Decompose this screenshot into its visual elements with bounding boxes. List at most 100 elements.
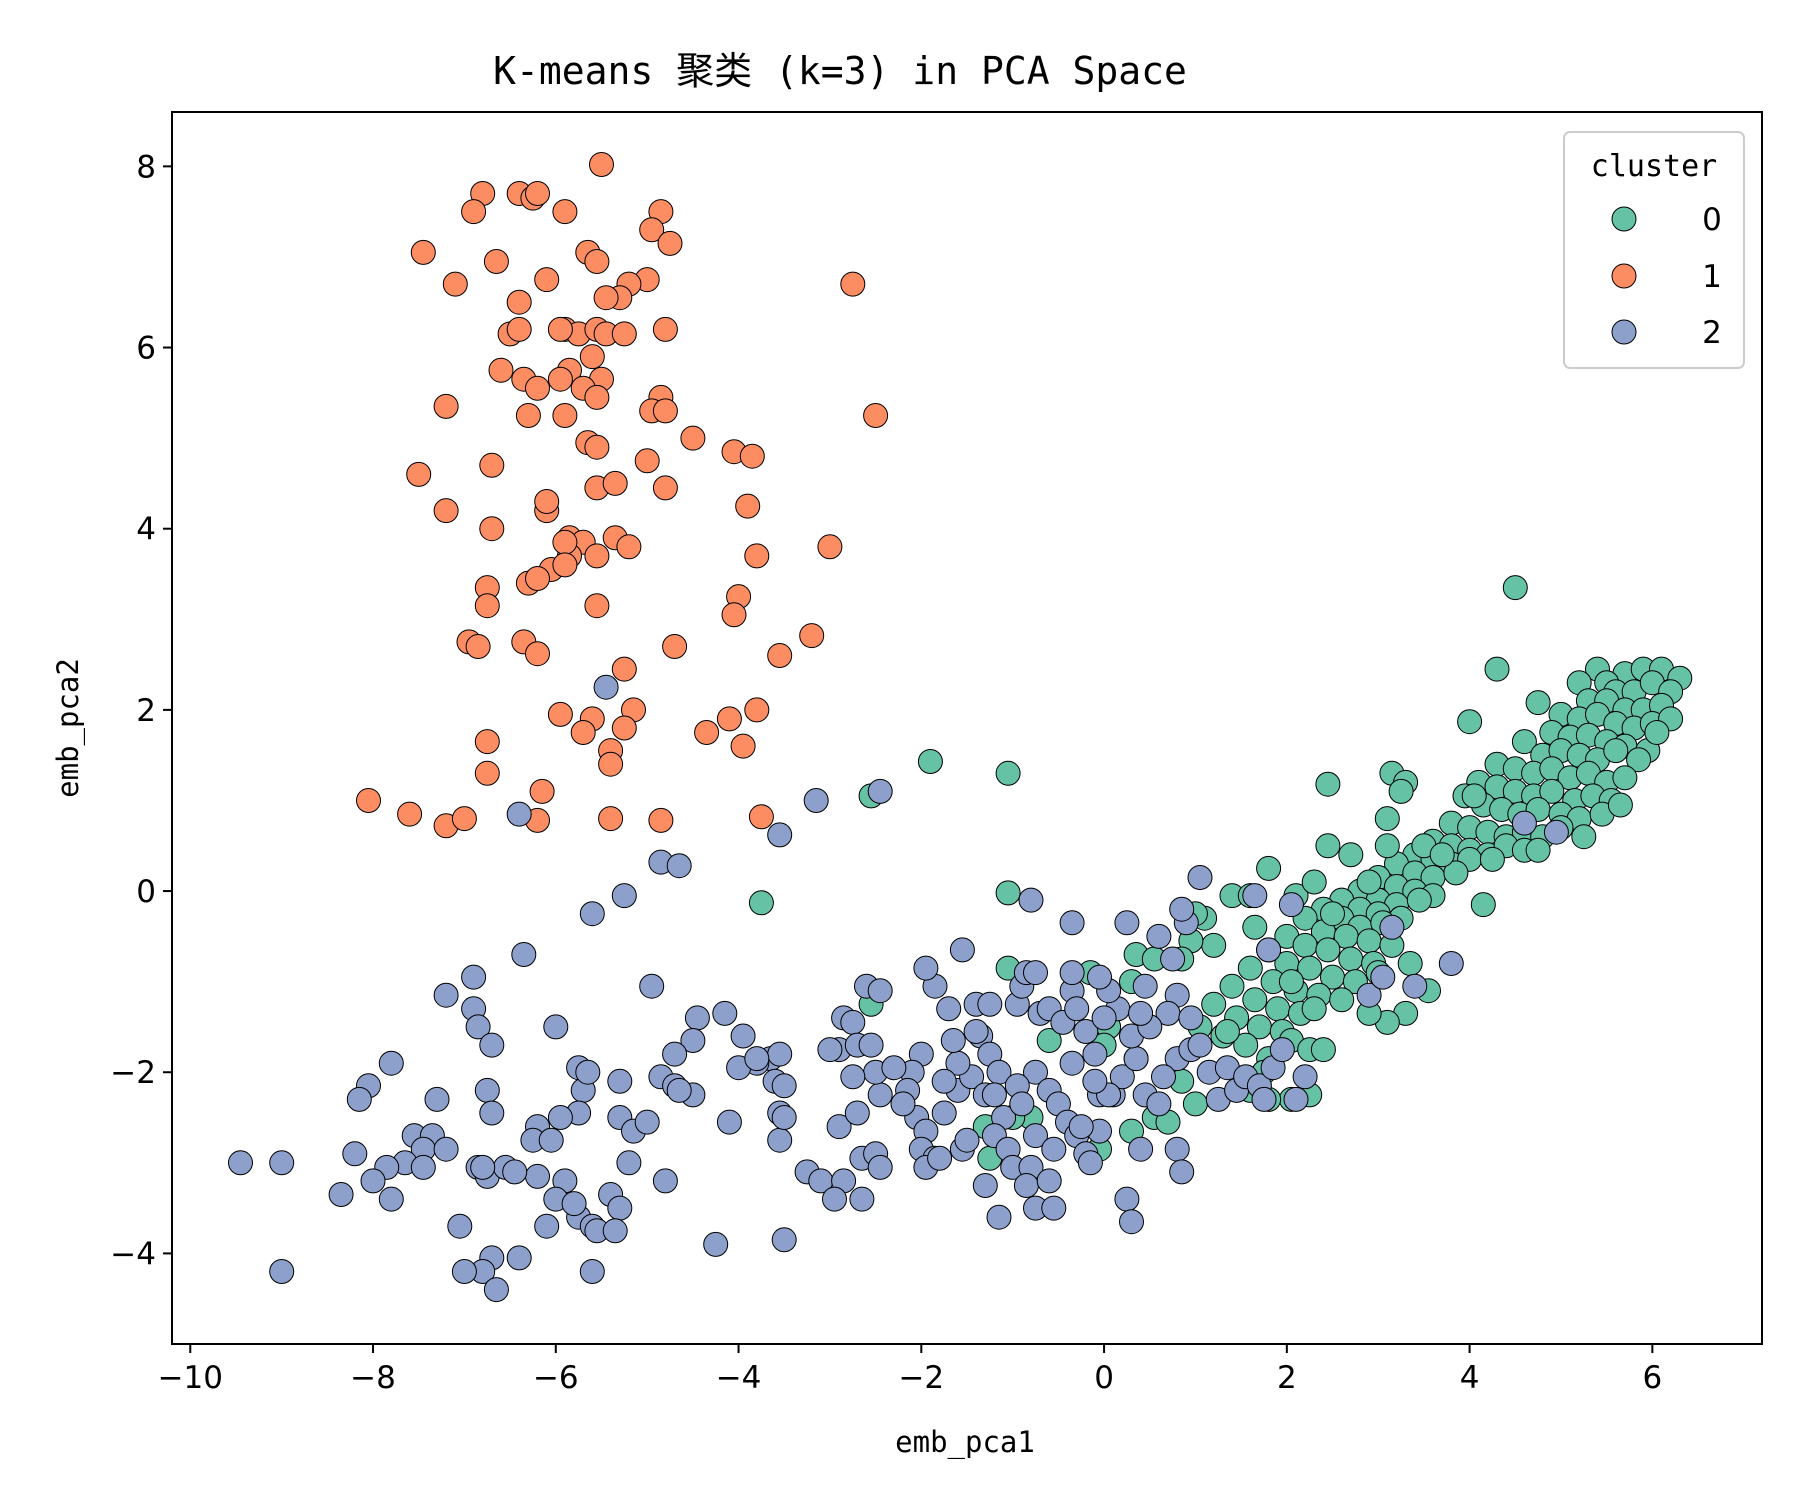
point-cluster-1 (525, 181, 550, 206)
point-cluster-1 (657, 230, 683, 256)
point-cluster-2 (712, 1000, 738, 1026)
point-cluster-2 (949, 937, 975, 963)
point-cluster-2 (1164, 1136, 1190, 1162)
point-cluster-0 (1315, 833, 1341, 859)
point-cluster-1 (652, 398, 678, 424)
point-cluster-2 (1091, 1005, 1117, 1031)
point-cluster-1 (584, 434, 610, 460)
point-cluster-2 (1511, 810, 1537, 836)
point-cluster-1 (730, 733, 756, 759)
point-cluster-2 (1251, 1086, 1277, 1112)
point-cluster-2 (1283, 1086, 1309, 1112)
point-cluster-0 (1315, 771, 1341, 797)
point-cluster-2 (849, 1186, 875, 1212)
point-cluster-2 (543, 1014, 569, 1040)
data-points (228, 152, 1693, 1303)
point-cluster-2 (881, 1055, 907, 1081)
point-cluster-2 (1059, 960, 1085, 986)
point-cluster-1 (652, 475, 678, 501)
point-cluster-2 (433, 1136, 459, 1162)
point-cluster-2 (662, 1041, 688, 1067)
point-cluster-0 (1470, 892, 1496, 918)
point-cluster-1 (552, 529, 578, 555)
point-cluster-1 (570, 720, 596, 745)
point-cluster-2 (483, 1277, 509, 1303)
point-cluster-2 (607, 1068, 633, 1094)
point-cluster-0 (1539, 778, 1565, 804)
y-tick-label: 6 (136, 331, 156, 367)
point-cluster-0 (1036, 1028, 1062, 1053)
plot-frame (171, 111, 1763, 1345)
point-cluster-1 (479, 452, 505, 478)
point-cluster-1 (525, 375, 550, 401)
point-cluster-1 (652, 316, 678, 342)
point-cluster-1 (442, 271, 468, 297)
point-cluster-0 (917, 749, 943, 774)
point-cluster-0 (1479, 846, 1505, 872)
point-cluster-0 (1301, 869, 1327, 895)
point-cluster-2 (1018, 887, 1044, 913)
point-cluster-1 (479, 516, 505, 542)
legend-marker-cluster-1 (1611, 263, 1637, 289)
point-cluster-2 (611, 883, 637, 909)
point-cluster-2 (858, 1032, 884, 1058)
point-cluster-2 (1073, 1019, 1099, 1044)
point-cluster-0 (995, 760, 1021, 786)
point-cluster-2 (525, 1163, 550, 1189)
point-cluster-0 (1315, 937, 1341, 963)
point-cluster-2 (913, 955, 939, 981)
point-cluster-1 (589, 152, 614, 177)
point-cluster-1 (433, 498, 459, 524)
point-cluster-2 (1119, 1209, 1144, 1235)
point-cluster-2 (1151, 1064, 1176, 1090)
point-cluster-2 (616, 1150, 642, 1176)
point-cluster-2 (1379, 914, 1405, 940)
point-cluster-1 (863, 403, 889, 428)
point-cluster-2 (684, 1005, 710, 1031)
axis-ticks: −10 −8 −6 −4 −2 0 2 4 6 −4 −2 0 2 4 6 8 (110, 149, 1662, 1396)
point-cluster-0 (1356, 928, 1382, 954)
point-cluster-2 (433, 982, 459, 1008)
legend-label-cluster-0: 0 (1702, 202, 1722, 238)
point-cluster-2 (561, 1191, 587, 1217)
point-cluster-2 (986, 1204, 1012, 1230)
point-cluster-2 (1438, 951, 1464, 976)
point-cluster-2 (607, 1195, 633, 1221)
point-cluster-2 (378, 1050, 404, 1076)
point-cluster-0 (1242, 987, 1268, 1013)
point-cluster-2 (771, 1227, 797, 1253)
legend-title: cluster (1591, 149, 1717, 184)
legend-marker-cluster-0 (1611, 206, 1637, 232)
x-tick-label: 4 (1460, 1360, 1480, 1396)
point-cluster-1 (410, 239, 436, 265)
point-cluster-1 (525, 566, 550, 591)
point-cluster-2 (1160, 946, 1186, 972)
point-cluster-0 (1201, 932, 1227, 958)
point-cluster-2 (744, 1046, 770, 1072)
point-cluster-1 (534, 489, 560, 514)
point-cluster-2 (1082, 1041, 1108, 1067)
point-cluster-2 (1009, 1091, 1035, 1117)
point-cluster-2 (360, 1168, 386, 1194)
point-cluster-2 (867, 978, 893, 1004)
point-cluster-0 (1182, 1091, 1208, 1117)
point-cluster-1 (598, 751, 624, 777)
point-cluster-0 (1502, 575, 1528, 601)
point-cluster-1 (506, 316, 532, 342)
point-cluster-2 (465, 1014, 491, 1040)
point-cluster-1 (552, 403, 578, 428)
point-cluster-1 (547, 366, 573, 392)
point-cluster-1 (799, 623, 825, 649)
point-cluster-0 (1237, 955, 1263, 981)
point-cluster-0 (1374, 833, 1400, 859)
point-cluster-2 (479, 1032, 505, 1058)
point-cluster-2 (1356, 982, 1382, 1008)
point-cluster-2 (1146, 923, 1172, 949)
point-cluster-0 (1388, 778, 1414, 804)
point-cluster-0 (1525, 690, 1551, 716)
point-cluster-0 (1525, 837, 1551, 863)
point-cluster-1 (406, 461, 432, 487)
y-axis-label: emb_pca2 (51, 658, 86, 798)
point-cluster-2 (1064, 996, 1090, 1022)
point-cluster-0 (1457, 709, 1483, 735)
